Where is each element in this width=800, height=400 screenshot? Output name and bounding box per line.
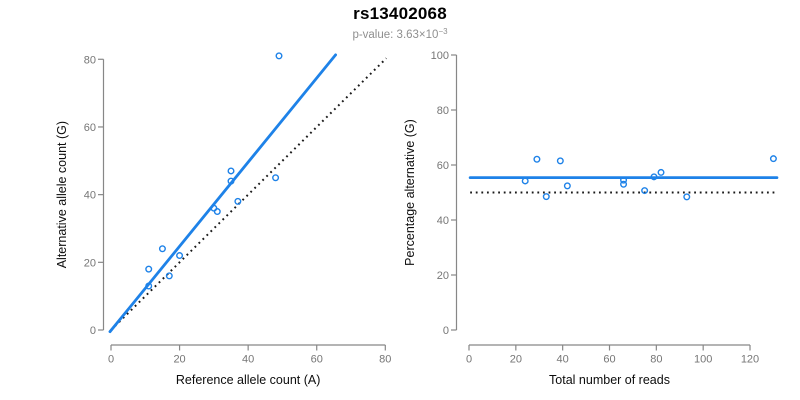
y-tick-label: 60 (437, 160, 449, 172)
data-point (769, 155, 777, 163)
data-point (620, 180, 628, 188)
x-tick-label: 0 (108, 354, 114, 366)
data-point (556, 157, 564, 165)
data-point (275, 52, 283, 60)
y-tick-label: 80 (437, 105, 449, 117)
data-point (176, 252, 184, 260)
allele-counts-scatter: 0 20 40 60 80 0 20 40 60 80 Reference allele count… (55, 52, 391, 387)
fit-line (108, 53, 337, 334)
y-tick-label: 100 (431, 50, 449, 62)
y-tick-label: 0 (443, 325, 449, 337)
y-tick-label: 60 (84, 122, 96, 134)
data-point (521, 177, 529, 185)
data-point (542, 193, 550, 201)
data-point (620, 176, 628, 184)
data-point (165, 272, 173, 280)
data-point (533, 155, 541, 163)
x-axis-title: Reference allele count (A) (176, 373, 321, 387)
data-point (210, 204, 218, 212)
x-axis-title: Total number of reads (549, 373, 670, 387)
data-point (145, 282, 153, 290)
y-tick-label: 0 (90, 325, 96, 337)
data-point (213, 208, 221, 216)
data-point (563, 182, 571, 190)
data-point (234, 197, 242, 205)
identity-line (110, 57, 388, 331)
x-tick-label: 60 (311, 354, 323, 366)
data-point (650, 173, 658, 181)
x-tick-label: 60 (603, 354, 615, 366)
y-axis-title: Percentage alternative (G) (403, 119, 417, 266)
x-tick-label: 0 (466, 354, 472, 366)
x-tick-label: 20 (173, 354, 185, 366)
y-tick-label: 80 (84, 54, 96, 66)
data-point (657, 168, 665, 176)
data-point (683, 193, 691, 201)
x-tick-label: 40 (242, 354, 254, 366)
x-tick-label: 100 (694, 354, 712, 366)
data-point (158, 245, 166, 253)
data-point (641, 187, 649, 195)
data-point (272, 174, 280, 182)
percentage-reads-scatter: 0 20 40 60 80 100 120 0 20 40 60 80 100 Total number … (403, 50, 779, 387)
x-tick-label: 20 (510, 354, 522, 366)
x-tick-label: 120 (741, 354, 759, 366)
data-point (145, 265, 153, 273)
y-tick-label: 20 (437, 270, 449, 282)
x-tick-label: 80 (650, 354, 662, 366)
data-point (227, 167, 235, 175)
y-tick-label: 20 (84, 257, 96, 269)
data-point (227, 177, 235, 185)
y-tick-label: 40 (437, 215, 449, 227)
x-tick-label: 40 (557, 354, 569, 366)
x-tick-label: 80 (379, 354, 391, 366)
y-tick-label: 40 (84, 190, 96, 202)
y-axis-title: Alternative allele count (G) (55, 121, 69, 268)
